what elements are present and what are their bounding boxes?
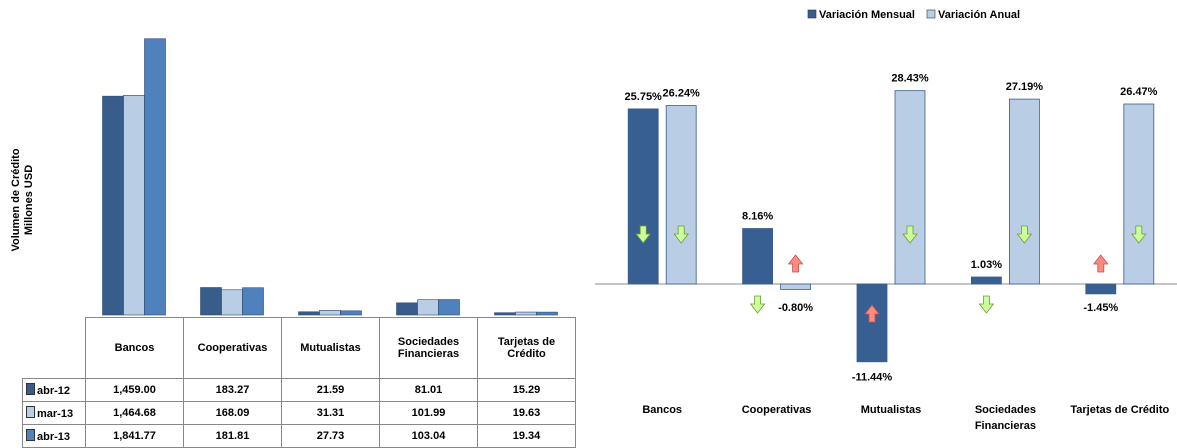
bar xyxy=(221,289,243,316)
up-arrow xyxy=(1130,225,1147,244)
value-cell: 15.29 xyxy=(477,378,576,402)
legend-swatch xyxy=(26,429,35,441)
y-axis-label: Millones USD xyxy=(23,165,35,235)
up-arrow xyxy=(978,295,995,314)
value-label: 1.03% xyxy=(971,259,1002,271)
table-row: abr-13 1,841.77 181.81 27.73 103.04 19.34 xyxy=(22,424,576,448)
x-tick-label: Tarjetas de Crédito xyxy=(1070,404,1169,416)
bar xyxy=(298,311,320,316)
series-cell: abr-12 xyxy=(22,378,86,402)
bar xyxy=(144,38,166,316)
x-tick-label: Cooperativas xyxy=(742,404,812,416)
value-cell: 19.63 xyxy=(477,401,576,425)
value-label: 8.16% xyxy=(742,210,773,222)
category-cell: Bancos xyxy=(85,317,184,379)
bar xyxy=(319,310,341,316)
legend-swatch xyxy=(807,9,817,19)
down-arrow xyxy=(787,254,804,273)
bar xyxy=(627,108,659,285)
value-cell: 81.01 xyxy=(379,378,478,402)
legend-swatch xyxy=(26,383,35,395)
value-cell: 168.09 xyxy=(183,401,282,425)
value-cell: 27.73 xyxy=(281,424,380,448)
category-cell: Sociedades Financieras xyxy=(379,317,478,379)
legend-swatch xyxy=(26,406,35,418)
x-tick-label: Bancos xyxy=(642,404,682,416)
bar xyxy=(780,283,811,290)
bar xyxy=(200,287,222,316)
value-cell: 1,841.77 xyxy=(85,424,184,448)
corner-cell xyxy=(23,318,86,379)
value-cell: 1,464.68 xyxy=(85,401,184,425)
down-arrow xyxy=(1092,254,1109,273)
series-name: mar-13 xyxy=(37,408,74,420)
bar xyxy=(417,299,439,316)
up-arrow xyxy=(749,295,766,314)
bar xyxy=(665,105,697,285)
bar xyxy=(123,94,145,316)
value-cell: 1,459.00 xyxy=(85,378,184,402)
series-name: abr-12 xyxy=(37,385,71,397)
value-cell: 21.59 xyxy=(281,378,380,402)
up-arrow xyxy=(902,225,918,244)
bar xyxy=(856,283,888,363)
value-label: 28.43% xyxy=(891,73,929,85)
value-label: -0.80% xyxy=(778,302,813,314)
value-label: 25.75% xyxy=(625,91,663,103)
category-cell: Cooperativas xyxy=(183,317,282,379)
value-cell: 101.99 xyxy=(379,401,478,425)
down-arrow xyxy=(864,304,880,323)
y-axis-label: Volumen de Crédito xyxy=(10,148,22,251)
bar xyxy=(438,299,460,316)
value-label: 26.24% xyxy=(663,87,701,99)
value-label: -1.45% xyxy=(1083,302,1118,314)
bar xyxy=(242,287,264,316)
bar xyxy=(971,276,1002,285)
up-arrow xyxy=(1016,225,1033,244)
legend-swatch xyxy=(926,9,936,19)
series-cell: mar-13 xyxy=(22,401,86,425)
value-label: 26.47% xyxy=(1120,86,1158,98)
value-cell: 181.81 xyxy=(183,424,282,448)
up-arrow xyxy=(673,225,690,244)
value-label: 27.19% xyxy=(1006,81,1044,93)
value-cell: 31.31 xyxy=(281,401,380,425)
x-tick-label: Mutualistas xyxy=(861,404,922,416)
table-row: abr-12 1,459.00 183.27 21.59 81.01 15.29 xyxy=(22,378,576,402)
value-cell: 19.34 xyxy=(477,424,576,448)
series-cell: abr-13 xyxy=(22,424,86,448)
bar xyxy=(1085,283,1117,295)
series-name: abr-13 xyxy=(37,431,71,443)
table-header-row: Bancos Cooperativas Mutualistas Sociedades … xyxy=(23,317,576,379)
bar xyxy=(494,312,516,316)
x-tick-label: Sociedades Financieras xyxy=(975,404,1036,432)
up-arrow xyxy=(635,225,652,244)
value-label: -11.44% xyxy=(852,372,893,384)
bar xyxy=(1009,98,1040,285)
bar xyxy=(515,311,537,316)
category-cell: Tarjetas de Crédito xyxy=(477,317,576,379)
legend-label: Variación Anual xyxy=(938,9,1020,21)
bar xyxy=(102,95,124,316)
bar xyxy=(742,228,773,285)
bar xyxy=(396,302,418,316)
category-cell: Mutualistas xyxy=(281,317,380,379)
value-cell: 183.27 xyxy=(183,378,282,402)
table-row: mar-13 1,464.68 168.09 31.31 101.99 19.63 xyxy=(22,401,576,425)
value-cell: 103.04 xyxy=(379,424,478,448)
bar xyxy=(1123,103,1155,285)
bar xyxy=(894,90,926,285)
legend-label: Variación Mensual xyxy=(819,9,915,21)
bar xyxy=(536,311,558,316)
data-table: Bancos Cooperativas Mutualistas Sociedades … xyxy=(22,317,576,448)
bar xyxy=(340,310,362,316)
